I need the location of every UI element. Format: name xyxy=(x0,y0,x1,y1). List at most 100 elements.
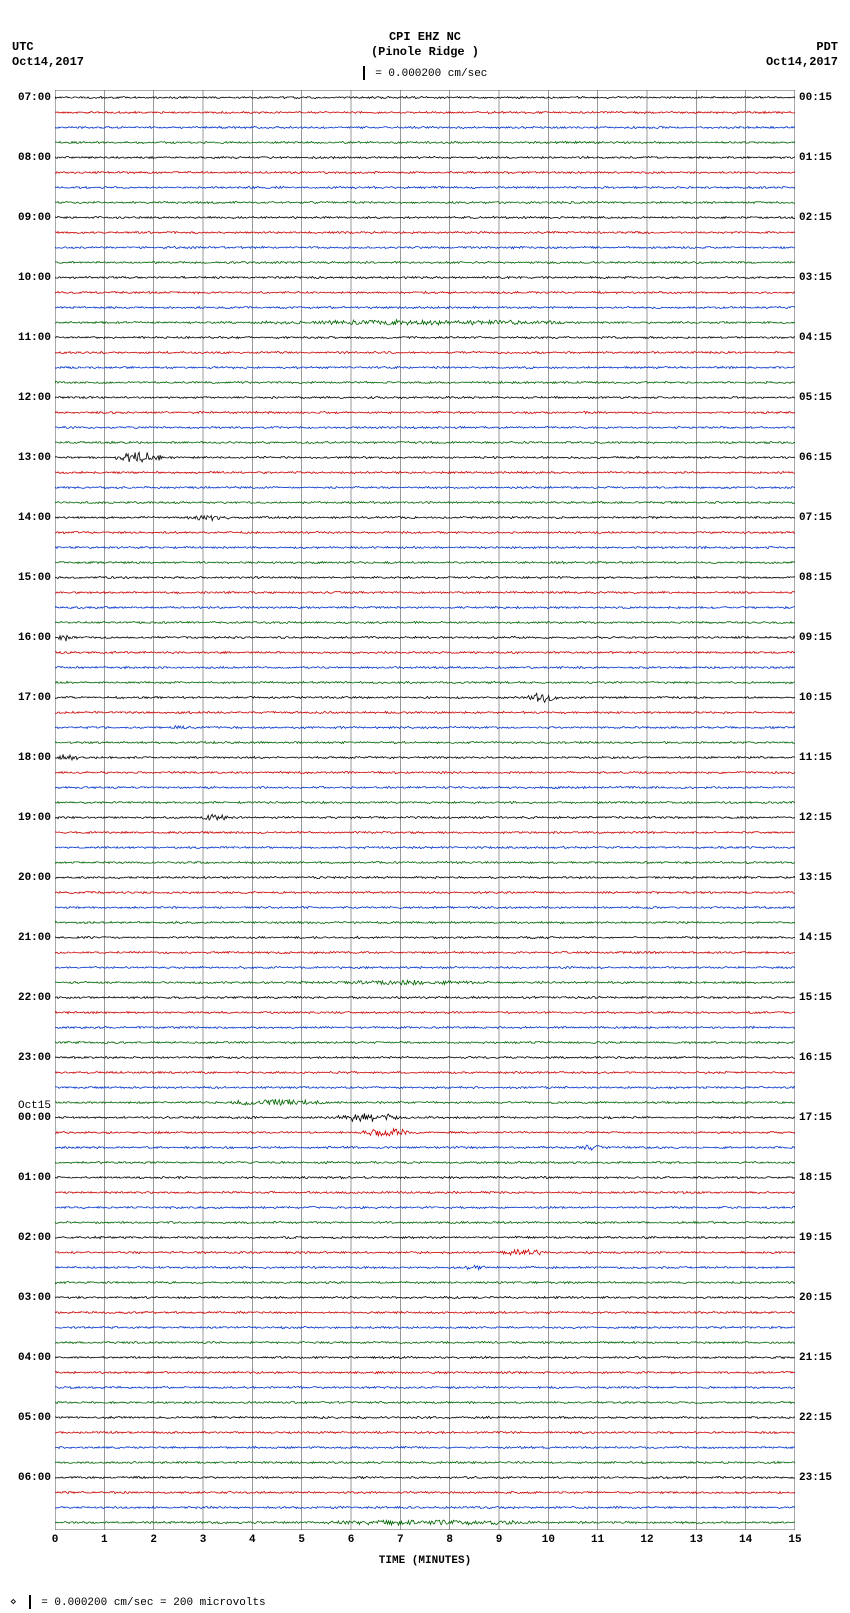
footer-scale: ⋄ = 0.000200 cm/sec = 200 microvolts xyxy=(10,1595,266,1609)
trace xyxy=(55,1026,795,1028)
trace xyxy=(55,366,795,368)
trace xyxy=(55,771,795,773)
trace xyxy=(55,351,795,353)
trace xyxy=(55,1461,795,1463)
x-tick: 12 xyxy=(640,1534,653,1546)
utc-hour-label: 01:00 xyxy=(18,1172,51,1184)
trace xyxy=(55,1520,795,1525)
trace xyxy=(55,336,795,338)
trace xyxy=(55,426,795,428)
pdt-hour-label: 20:15 xyxy=(799,1292,832,1304)
trace xyxy=(55,576,795,578)
trace xyxy=(55,1056,795,1058)
x-tick: 10 xyxy=(542,1534,555,1546)
utc-hour-label: 15:00 xyxy=(18,572,51,584)
trace xyxy=(55,516,795,521)
pdt-hour-label: 02:15 xyxy=(799,212,832,224)
date-right: Oct14,2017 xyxy=(766,55,838,69)
trace xyxy=(55,276,795,278)
pdt-hour-label: 01:15 xyxy=(799,152,832,164)
trace xyxy=(55,1099,795,1105)
trace xyxy=(55,666,795,668)
trace xyxy=(55,186,795,188)
x-tick: 0 xyxy=(52,1534,59,1546)
trace xyxy=(55,1401,795,1403)
trace xyxy=(55,1311,795,1313)
trace xyxy=(55,980,795,985)
trace xyxy=(55,1446,795,1448)
trace xyxy=(55,754,795,760)
trace xyxy=(55,1011,795,1013)
trace xyxy=(55,171,795,173)
pdt-hour-label: 16:15 xyxy=(799,1052,832,1064)
trace xyxy=(55,636,795,642)
x-tick: 7 xyxy=(397,1534,404,1546)
trace xyxy=(55,741,795,743)
utc-hour-label: 02:00 xyxy=(18,1232,51,1244)
pdt-hour-label: 17:15 xyxy=(799,1112,832,1124)
trace xyxy=(55,831,795,833)
pdt-hour-label: 18:15 xyxy=(799,1172,832,1184)
pdt-hour-label: 22:15 xyxy=(799,1412,832,1424)
trace xyxy=(55,1416,795,1418)
trace xyxy=(55,1326,795,1328)
trace xyxy=(55,621,795,623)
x-tick: 6 xyxy=(348,1534,355,1546)
utc-hour-label: 07:00 xyxy=(18,92,51,104)
pdt-hour-label: 09:15 xyxy=(799,632,832,644)
trace xyxy=(55,1221,795,1223)
utc-hour-label: 11:00 xyxy=(18,332,51,344)
timezone-left: UTC xyxy=(12,40,34,54)
pdt-hour-label: 14:15 xyxy=(799,932,832,944)
trace xyxy=(55,531,795,533)
trace xyxy=(55,936,795,938)
utc-hour-label: 03:00 xyxy=(18,1292,51,1304)
pdt-hour-label: 15:15 xyxy=(799,992,832,1004)
trace xyxy=(55,1129,795,1137)
trace xyxy=(55,876,795,878)
utc-hour-label: 17:00 xyxy=(18,692,51,704)
trace xyxy=(55,1176,795,1178)
utc-hour-label: 23:00 xyxy=(18,1052,51,1064)
trace xyxy=(55,861,795,863)
pdt-hour-label: 06:15 xyxy=(799,452,832,464)
utc-hour-label: 12:00 xyxy=(18,392,51,404)
trace xyxy=(55,1236,795,1238)
pdt-hour-label: 11:15 xyxy=(799,752,832,764)
utc-hour-label: 14:00 xyxy=(18,512,51,524)
trace xyxy=(55,1341,795,1343)
trace xyxy=(55,1296,795,1298)
trace xyxy=(55,1249,795,1255)
utc-hour-label: 09:00 xyxy=(18,212,51,224)
trace xyxy=(55,1356,795,1358)
trace xyxy=(55,1071,795,1073)
trace xyxy=(55,801,795,803)
pdt-hour-label: 13:15 xyxy=(799,872,832,884)
pdt-hour-label: 05:15 xyxy=(799,392,832,404)
utc-date-marker: Oct15 xyxy=(18,1100,51,1112)
date-left: Oct14,2017 xyxy=(12,55,84,69)
trace xyxy=(55,906,795,908)
trace xyxy=(55,141,795,143)
trace xyxy=(55,441,795,443)
pdt-hour-label: 07:15 xyxy=(799,512,832,524)
trace xyxy=(55,726,795,729)
pdt-hour-label: 00:15 xyxy=(799,92,832,104)
trace xyxy=(55,651,795,653)
x-tick: 1 xyxy=(101,1534,108,1546)
pdt-hour-label: 12:15 xyxy=(799,812,832,824)
scale-note: = 0.000200 cm/sec xyxy=(0,66,850,80)
utc-hour-label: 19:00 xyxy=(18,812,51,824)
utc-hour-label: 13:00 xyxy=(18,452,51,464)
trace xyxy=(55,111,795,113)
trace xyxy=(55,846,795,848)
utc-hour-label: 04:00 xyxy=(18,1352,51,1364)
x-tick: 11 xyxy=(591,1534,604,1546)
trace xyxy=(55,1476,795,1478)
x-tick: 14 xyxy=(739,1534,752,1546)
trace xyxy=(55,1491,795,1493)
trace xyxy=(55,1161,795,1163)
pdt-hour-label: 03:15 xyxy=(799,272,832,284)
seismogram-plot: 012345678910111213141507:0008:0009:0010:… xyxy=(55,90,795,1530)
trace xyxy=(55,1145,795,1150)
